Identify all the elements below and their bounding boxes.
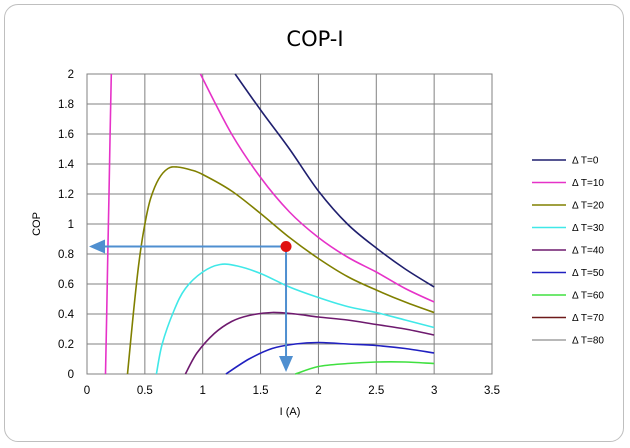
y-tick-label: 1.2	[58, 189, 74, 201]
series-line-5	[184, 311, 435, 375]
y-tick-label: 2	[68, 69, 74, 81]
y-tick-label: 0	[68, 369, 74, 381]
operating-point-marker	[280, 241, 292, 252]
y-tick-label: 0.2	[58, 339, 74, 351]
series-line-2	[104, 73, 113, 375]
y-tick-label: 0.4	[58, 309, 75, 321]
chart-title: COP-I	[286, 27, 343, 51]
y-tick-label: 1.6	[58, 129, 74, 141]
x-tick-label: 3.5	[484, 385, 500, 397]
legend-label: Δ T=60	[572, 291, 604, 302]
chart-frame	[4, 4, 624, 442]
x-tick-label: 2	[315, 385, 321, 397]
series-line-7	[295, 361, 435, 375]
legend: Δ T=0 Δ T=10 Δ T=20 Δ T=30 Δ T=40 Δ T=50 Δ T=6…	[532, 156, 604, 347]
x-tick-label: 1	[200, 385, 206, 397]
x-tick-label: 1.5	[253, 385, 269, 397]
y-tick-label: 1.4	[58, 159, 75, 171]
legend-label: Δ T=80	[572, 336, 604, 347]
series-line-3	[126, 166, 435, 375]
legend-label: Δ T=50	[572, 268, 604, 279]
series-layer	[104, 73, 435, 375]
legend-label: Δ T=30	[572, 223, 604, 234]
x-tick-label: 0.5	[137, 385, 153, 397]
plot-area-border	[86, 73, 493, 375]
x-axis-label: I (A)	[280, 406, 301, 418]
plot-border	[86, 73, 493, 375]
x-tick-labels: 0 0.5 1 1.5 2 2.5 3 3.5	[84, 385, 500, 397]
legend-label: Δ T=70	[572, 313, 604, 324]
grid	[86, 73, 493, 375]
horizontal-arrow-head	[89, 239, 105, 254]
series-line-0	[234, 73, 435, 288]
annotation-layer	[89, 239, 294, 372]
y-tick-label: 0.8	[58, 249, 74, 261]
series-line-4	[155, 263, 435, 375]
legend-label: Δ T=10	[572, 178, 604, 189]
legend-label: Δ T=0	[572, 156, 599, 167]
y-tick-label: 1.8	[58, 99, 74, 111]
x-tick-label: 3	[431, 385, 437, 397]
legend-label: Δ T=40	[572, 246, 604, 257]
series-line-1	[199, 73, 435, 303]
vertical-arrow-head	[279, 356, 294, 372]
series-line-6	[225, 341, 435, 375]
legend-label: Δ T=20	[572, 201, 604, 212]
y-axis-label: COP	[31, 212, 43, 236]
y-tick-label: 0.6	[58, 279, 74, 291]
y-tick-label: 1	[68, 219, 74, 231]
x-tick-label: 0	[84, 385, 90, 397]
x-tick-label: 2.5	[368, 385, 384, 397]
y-tick-labels: 0 0.2 0.4 0.6 0.8 1 1.2 1.4 1.6 1.8 2	[58, 69, 75, 381]
